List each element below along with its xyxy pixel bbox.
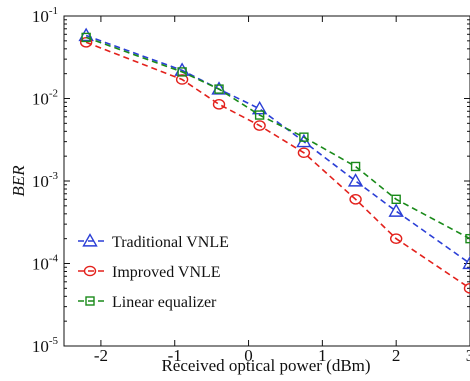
- legend-item: Traditional VNLE: [78, 234, 229, 251]
- y-tick-label: 10-1: [32, 5, 58, 26]
- y-tick-label: 10-3: [32, 170, 59, 191]
- x-axis-title: Received optical power (dBm): [161, 356, 370, 375]
- x-tick-label: 2: [392, 346, 401, 365]
- x-tick-label: 3: [466, 346, 470, 365]
- series-line: [86, 37, 470, 238]
- x-tick-label: -2: [94, 346, 108, 365]
- y-tick-label: 10-4: [32, 253, 59, 274]
- y-tick-label: 10-5: [32, 335, 59, 356]
- legend-item: Linear equalizer: [78, 294, 217, 311]
- legend-item: Improved VNLE: [78, 264, 221, 281]
- y-axis-title: BER: [9, 165, 28, 197]
- data-point: [214, 100, 225, 109]
- legend-marker: [84, 235, 97, 246]
- legend-label: Improved VNLE: [112, 264, 221, 281]
- legend-label: Linear equalizer: [112, 294, 217, 311]
- y-tick-label: 10-2: [32, 88, 58, 109]
- series-line: [86, 42, 470, 288]
- legend-label: Traditional VNLE: [112, 234, 229, 251]
- series-layer: [80, 29, 470, 293]
- series-line: [86, 36, 470, 264]
- series-triangle: [80, 29, 470, 268]
- series-circle: [81, 38, 470, 293]
- legend: Traditional VNLE Improved VNLE Linear equa…: [78, 234, 229, 311]
- series-square: [82, 33, 470, 242]
